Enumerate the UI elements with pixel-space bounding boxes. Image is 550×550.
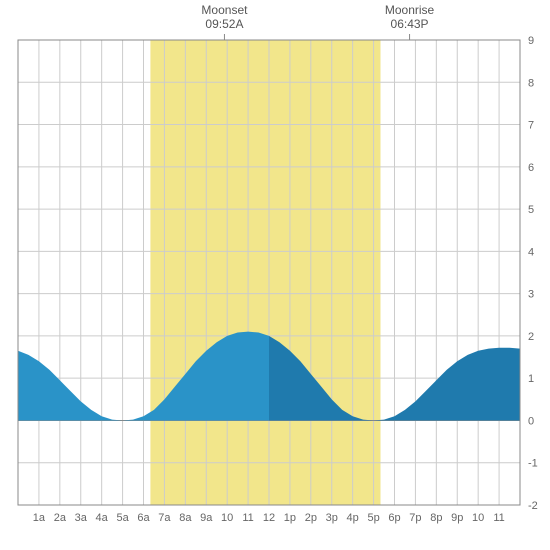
annotation-title: Moonset	[201, 3, 248, 17]
x-tick-label: 5a	[116, 512, 129, 524]
x-tick-label: 2p	[305, 512, 317, 524]
x-tick-label: 4a	[96, 512, 109, 524]
y-tick-label: 5	[528, 204, 534, 216]
y-tick-label: -1	[528, 458, 538, 470]
x-tick-label: 1a	[33, 512, 46, 524]
annotation-time: 06:43P	[391, 17, 429, 31]
x-tick-label: 3a	[75, 512, 88, 524]
x-tick-label: 12	[263, 512, 275, 524]
x-tick-label: 2a	[54, 512, 67, 524]
x-tick-label: 1p	[284, 512, 296, 524]
x-tick-label: 10	[221, 512, 233, 524]
x-tick-label: 5p	[367, 512, 379, 524]
x-tick-label: 10	[472, 512, 484, 524]
y-tick-label: 4	[528, 246, 534, 258]
chart-svg: 1a2a3a4a5a6a7a8a9a1011121p2p3p4p5p6p7p8p…	[0, 0, 550, 550]
x-tick-label: 8p	[430, 512, 442, 524]
y-tick-label: 0	[528, 415, 534, 427]
x-tick-label: 11	[242, 512, 253, 524]
y-tick-label: 3	[528, 289, 534, 301]
y-tick-label: 9	[528, 35, 534, 47]
y-tick-label: 2	[528, 331, 534, 343]
tide-chart: 1a2a3a4a5a6a7a8a9a1011121p2p3p4p5p6p7p8p…	[0, 0, 550, 550]
annotation-time: 09:52A	[205, 17, 243, 31]
x-tick-label: 4p	[347, 512, 359, 524]
y-tick-label: 7	[528, 120, 534, 132]
y-tick-label: 8	[528, 77, 534, 89]
x-tick-label: 9a	[200, 512, 213, 524]
x-tick-label: 7a	[158, 512, 171, 524]
x-tick-label: 9p	[451, 512, 463, 524]
y-tick-label: 1	[528, 373, 534, 385]
x-tick-label: 8a	[179, 512, 192, 524]
y-tick-label: 6	[528, 162, 534, 174]
x-tick-label: 3p	[326, 512, 338, 524]
y-tick-label: -2	[528, 500, 538, 512]
x-tick-label: 7p	[409, 512, 421, 524]
x-tick-label: 6p	[388, 512, 400, 524]
annotation-title: Moonrise	[385, 3, 435, 17]
x-tick-label: 11	[493, 512, 504, 524]
x-tick-label: 6a	[137, 512, 150, 524]
